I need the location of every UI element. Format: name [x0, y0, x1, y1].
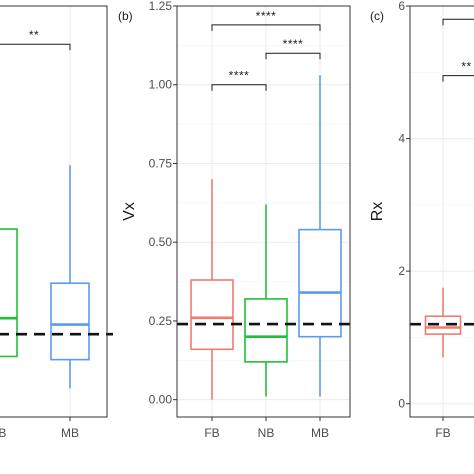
significance-label: **** — [256, 9, 277, 23]
significance-bracket — [265, 52, 321, 60]
significance-bracket — [211, 84, 267, 91]
significance-label: ** — [29, 28, 39, 42]
panel-2-plot: ** — [410, 5, 474, 417]
significance-bracket — [442, 18, 474, 26]
panel-border — [409, 5, 474, 418]
panel-2: ** 0 2 4 6 FB Rx (c) — [369, 0, 474, 440]
y-tick-label: 0.00 — [149, 393, 173, 407]
y-tick-label: 2 — [398, 264, 405, 278]
significance-label: ** — [461, 60, 471, 74]
significance-bracket — [0, 43, 71, 51]
x-tick-label: FB — [435, 426, 450, 440]
panel-0-plot: ****** — [0, 6, 90, 417]
panel-tag: (c) — [370, 9, 384, 23]
box-iqr — [190, 279, 234, 351]
y-tick-label: 4 — [398, 132, 405, 146]
box-fb — [190, 179, 234, 400]
panel-0: ****** NB MB — [0, 5, 113, 440]
y-tick-label: 6 — [398, 0, 405, 13]
y-tick-label: 1.00 — [149, 78, 173, 92]
box-iqr — [0, 228, 18, 358]
box-mb — [298, 75, 342, 397]
box-iqr — [424, 315, 462, 335]
panel-tag: (b) — [118, 9, 133, 23]
box-mb — [50, 165, 90, 389]
x-tick-label: NB — [0, 426, 6, 440]
y-tick-label: 0 — [398, 397, 405, 411]
x-tick-label: MB — [61, 426, 79, 440]
significance-bracket — [211, 24, 321, 31]
y-tick-label: 0.25 — [149, 314, 173, 328]
x-tick-label: FB — [204, 426, 219, 440]
y-axis-title: Rx — [369, 202, 386, 222]
box-nb — [0, 228, 18, 358]
box-iqr — [244, 298, 288, 363]
significance-label: **** — [229, 69, 250, 83]
significance-label: **** — [283, 37, 304, 51]
x-tick-label: MB — [311, 426, 329, 440]
y-tick-label: 1.25 — [149, 0, 173, 13]
box-iqr — [298, 228, 342, 338]
significance-bracket — [442, 75, 474, 82]
x-tick-label: NB — [258, 426, 275, 440]
panel-1: **** **** **** 0.00 0.25 0.50 0.75 1.00 1.25 FB NB… — [118, 0, 356, 440]
y-axis-title: Vx — [121, 202, 138, 221]
box-nb — [244, 204, 288, 397]
box-fb — [424, 287, 462, 358]
y-tick-label: 0.50 — [149, 235, 173, 249]
panel-border — [176, 5, 351, 418]
y-tick-label: 0.75 — [149, 156, 173, 170]
panel-border — [0, 5, 108, 418]
box-iqr — [50, 282, 90, 361]
